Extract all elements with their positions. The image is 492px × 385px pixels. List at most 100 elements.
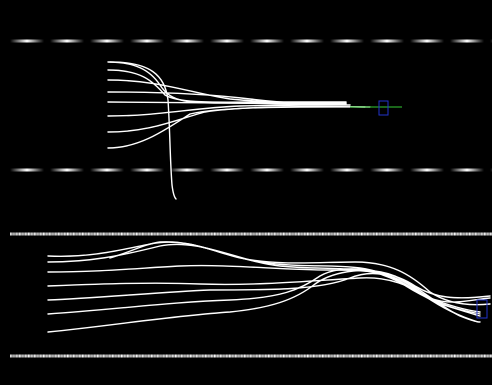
divider-texture bbox=[457, 232, 459, 236]
divider-texture bbox=[268, 354, 270, 358]
divider-texture bbox=[463, 232, 465, 236]
divider-texture bbox=[361, 232, 363, 236]
divider-texture bbox=[352, 232, 354, 236]
divider-top-1 bbox=[10, 39, 492, 43]
divider-texture bbox=[283, 354, 285, 358]
divider-texture bbox=[79, 232, 81, 236]
divider-texture bbox=[325, 232, 327, 236]
divider-texture bbox=[271, 232, 273, 236]
divider-texture bbox=[391, 354, 393, 358]
divider-texture bbox=[244, 232, 246, 236]
divider-texture bbox=[76, 232, 78, 236]
divider-texture bbox=[430, 232, 432, 236]
divider-texture bbox=[418, 354, 420, 358]
divider-texture bbox=[85, 354, 87, 358]
divider-texture bbox=[163, 232, 165, 236]
divider-texture bbox=[436, 354, 438, 358]
divider-texture bbox=[247, 232, 249, 236]
divider-texture bbox=[148, 354, 150, 358]
divider-texture bbox=[412, 232, 414, 236]
divider-texture bbox=[373, 232, 375, 236]
divider-texture bbox=[481, 354, 483, 358]
divider-texture bbox=[325, 354, 327, 358]
divider-texture bbox=[424, 354, 426, 358]
divider-texture bbox=[241, 232, 243, 236]
divider-texture bbox=[301, 354, 303, 358]
divider-texture bbox=[58, 232, 60, 236]
divider-texture bbox=[118, 354, 120, 358]
divider-texture bbox=[46, 354, 48, 358]
divider-texture bbox=[481, 232, 483, 236]
divider-texture bbox=[361, 354, 363, 358]
divider-texture bbox=[181, 354, 183, 358]
divider-texture bbox=[28, 232, 30, 236]
divider-texture bbox=[103, 232, 105, 236]
divider-texture bbox=[25, 354, 27, 358]
divider-texture bbox=[388, 354, 390, 358]
divider-texture bbox=[490, 232, 492, 236]
divider-texture bbox=[394, 354, 396, 358]
divider-texture bbox=[460, 354, 462, 358]
divider-dash bbox=[130, 168, 164, 172]
divider-texture bbox=[451, 232, 453, 236]
divider-texture bbox=[400, 354, 402, 358]
divider-texture bbox=[364, 232, 366, 236]
divider-texture bbox=[337, 354, 339, 358]
divider-texture bbox=[124, 232, 126, 236]
divider-texture bbox=[19, 354, 21, 358]
divider-texture bbox=[229, 354, 231, 358]
divider-texture bbox=[295, 232, 297, 236]
divider-texture bbox=[472, 232, 474, 236]
divider-texture bbox=[211, 232, 213, 236]
divider-texture bbox=[202, 354, 204, 358]
divider-texture bbox=[268, 232, 270, 236]
divider-texture bbox=[472, 354, 474, 358]
divider-texture bbox=[313, 354, 315, 358]
divider-texture bbox=[136, 354, 138, 358]
divider-texture bbox=[289, 354, 291, 358]
divider-texture bbox=[43, 354, 45, 358]
divider-texture bbox=[274, 354, 276, 358]
divider-texture bbox=[163, 354, 165, 358]
divider-texture bbox=[184, 354, 186, 358]
divider-texture bbox=[307, 232, 309, 236]
divider-texture bbox=[106, 232, 108, 236]
divider-dash bbox=[490, 39, 492, 43]
divider-texture bbox=[13, 232, 15, 236]
divider-texture bbox=[70, 232, 72, 236]
bottom-trajectory-curve bbox=[47, 264, 491, 299]
divider-texture bbox=[346, 232, 348, 236]
divider-texture bbox=[355, 232, 357, 236]
divider-texture bbox=[199, 232, 201, 236]
top-trajectory-curve bbox=[107, 69, 347, 103]
divider-texture bbox=[97, 232, 99, 236]
divider-texture bbox=[328, 354, 330, 358]
divider-texture bbox=[349, 232, 351, 236]
divider-dash bbox=[410, 39, 444, 43]
divider-texture bbox=[274, 232, 276, 236]
divider-texture bbox=[433, 354, 435, 358]
divider-texture bbox=[271, 354, 273, 358]
divider-texture bbox=[445, 354, 447, 358]
divider-texture bbox=[61, 354, 63, 358]
divider-dash bbox=[490, 168, 492, 172]
divider-dash bbox=[330, 39, 364, 43]
divider-texture bbox=[175, 232, 177, 236]
divider-texture bbox=[364, 354, 366, 358]
divider-texture bbox=[322, 232, 324, 236]
divider-texture bbox=[55, 354, 57, 358]
divider-texture bbox=[40, 232, 42, 236]
divider-dash bbox=[450, 168, 484, 172]
divider-texture bbox=[70, 354, 72, 358]
divider-texture bbox=[409, 232, 411, 236]
divider-texture bbox=[370, 232, 372, 236]
divider-texture bbox=[322, 354, 324, 358]
divider-texture bbox=[259, 232, 261, 236]
divider-texture bbox=[190, 232, 192, 236]
bottom-trajectory-curve bbox=[47, 269, 481, 333]
divider-texture bbox=[304, 354, 306, 358]
divider-texture bbox=[16, 232, 18, 236]
divider-texture bbox=[457, 354, 459, 358]
divider-texture bbox=[148, 232, 150, 236]
divider-texture bbox=[385, 232, 387, 236]
